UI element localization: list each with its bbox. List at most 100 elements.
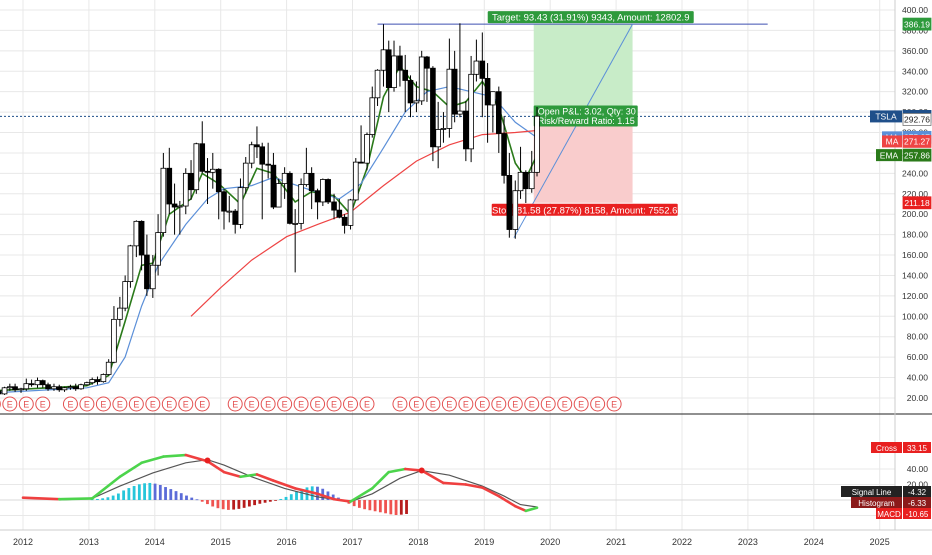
candle <box>337 199 342 218</box>
earnings-marker[interactable]: E <box>63 397 77 411</box>
macd-histogram-bar <box>164 487 167 500</box>
earnings-marker[interactable]: E <box>294 397 308 411</box>
candle <box>271 153 276 209</box>
candle-body <box>200 144 205 172</box>
candle <box>326 178 331 204</box>
candle <box>134 220 139 257</box>
candle-body <box>304 173 309 184</box>
candle <box>106 359 111 375</box>
macd-histogram-bar <box>190 498 193 500</box>
earnings-marker[interactable]: E <box>393 397 407 411</box>
earnings-letter: E <box>40 400 46 410</box>
earnings-letter: E <box>331 400 337 410</box>
earnings-marker[interactable]: E <box>19 397 33 411</box>
earnings-marker[interactable]: E <box>508 397 522 411</box>
macd-histogram-bar <box>122 490 125 500</box>
earnings-marker[interactable]: E <box>327 397 341 411</box>
candle-body <box>68 387 73 388</box>
candle-body <box>266 164 271 165</box>
time-tick-label: 2021 <box>606 537 626 547</box>
earnings-letter: E <box>166 400 172 410</box>
candle-body <box>112 319 117 362</box>
earnings-marker[interactable]: E <box>278 397 292 411</box>
macd-histogram-bar <box>274 500 277 501</box>
candle <box>315 189 320 220</box>
candle <box>40 380 45 388</box>
earnings-marker[interactable]: E <box>195 397 209 411</box>
macd-histogram-bar <box>295 491 298 500</box>
candle <box>128 245 133 288</box>
time-tick-label: 2023 <box>738 537 758 547</box>
earnings-marker[interactable]: E <box>162 397 176 411</box>
candle <box>144 235 149 296</box>
earnings-markers[interactable]: EEEEEEEEEEEEEEEEEEEEEEEEEEEEEEEEEEEE <box>0 397 621 411</box>
earnings-marker[interactable]: E <box>607 397 621 411</box>
price-label: 292.76 <box>903 113 931 125</box>
earnings-marker[interactable]: E <box>574 397 588 411</box>
earnings-marker[interactable]: E <box>311 397 325 411</box>
earnings-marker[interactable]: E <box>459 397 473 411</box>
earnings-letter: E <box>348 400 354 410</box>
macd-histogram-bar <box>159 485 162 500</box>
candle <box>502 116 507 183</box>
candle <box>408 75 413 117</box>
candle-body <box>13 387 18 390</box>
candle <box>529 151 534 193</box>
earnings-marker[interactable]: E <box>426 397 440 411</box>
candle <box>430 66 435 161</box>
earnings-marker[interactable]: E <box>36 397 50 411</box>
earnings-marker[interactable]: E <box>591 397 605 411</box>
earnings-marker[interactable]: E <box>228 397 242 411</box>
candle <box>29 380 34 387</box>
macd-line-segment <box>240 474 256 476</box>
macd-histogram-bar <box>384 500 387 513</box>
earnings-marker[interactable]: E <box>3 397 17 411</box>
earnings-marker[interactable]: E <box>360 397 374 411</box>
candle-body <box>35 381 40 385</box>
macd-label-value: -10.65 <box>906 510 929 519</box>
macd-label-tag: Signal Line <box>852 488 892 497</box>
candle-body <box>238 188 243 225</box>
candle <box>2 387 7 395</box>
earnings-marker[interactable]: E <box>261 397 275 411</box>
earnings-marker[interactable]: E <box>113 397 127 411</box>
candle-body <box>249 145 254 163</box>
macd-histogram-bar <box>258 500 261 504</box>
candle-body <box>474 61 479 74</box>
candle-body <box>57 387 62 390</box>
earnings-marker[interactable]: E <box>96 397 110 411</box>
price-tick-label: 160.00 <box>902 250 928 260</box>
macd-line-segment <box>224 472 240 477</box>
candle-body <box>227 211 232 212</box>
earnings-marker[interactable]: E <box>558 397 572 411</box>
earnings-letter: E <box>364 400 370 410</box>
earnings-marker[interactable]: E <box>245 397 259 411</box>
earnings-marker[interactable]: E <box>344 397 358 411</box>
price-tick-label: 20.00 <box>907 393 929 403</box>
earnings-letter: E <box>7 400 13 410</box>
price-tick-label: 100.00 <box>902 311 928 321</box>
earnings-marker[interactable]: E <box>179 397 193 411</box>
earnings-marker[interactable]: E <box>129 397 143 411</box>
earnings-marker[interactable]: E <box>475 397 489 411</box>
earnings-marker[interactable]: E <box>525 397 539 411</box>
earnings-marker[interactable]: E <box>492 397 506 411</box>
price-tick-label: 400.00 <box>902 5 928 15</box>
candle <box>299 178 304 229</box>
candle <box>375 69 380 106</box>
earnings-marker[interactable]: E <box>80 397 94 411</box>
candle-body <box>441 128 446 129</box>
earnings-marker[interactable]: E <box>541 397 555 411</box>
candle <box>210 153 215 189</box>
earnings-marker[interactable]: E <box>442 397 456 411</box>
macd-histogram-bar <box>358 500 361 508</box>
earnings-marker[interactable]: E <box>409 397 423 411</box>
macd-histogram-bar <box>395 500 398 515</box>
candle <box>309 167 314 209</box>
macd-line-segment <box>515 506 526 511</box>
macd-histogram-bar <box>185 496 188 500</box>
earnings-marker[interactable]: E <box>146 397 160 411</box>
